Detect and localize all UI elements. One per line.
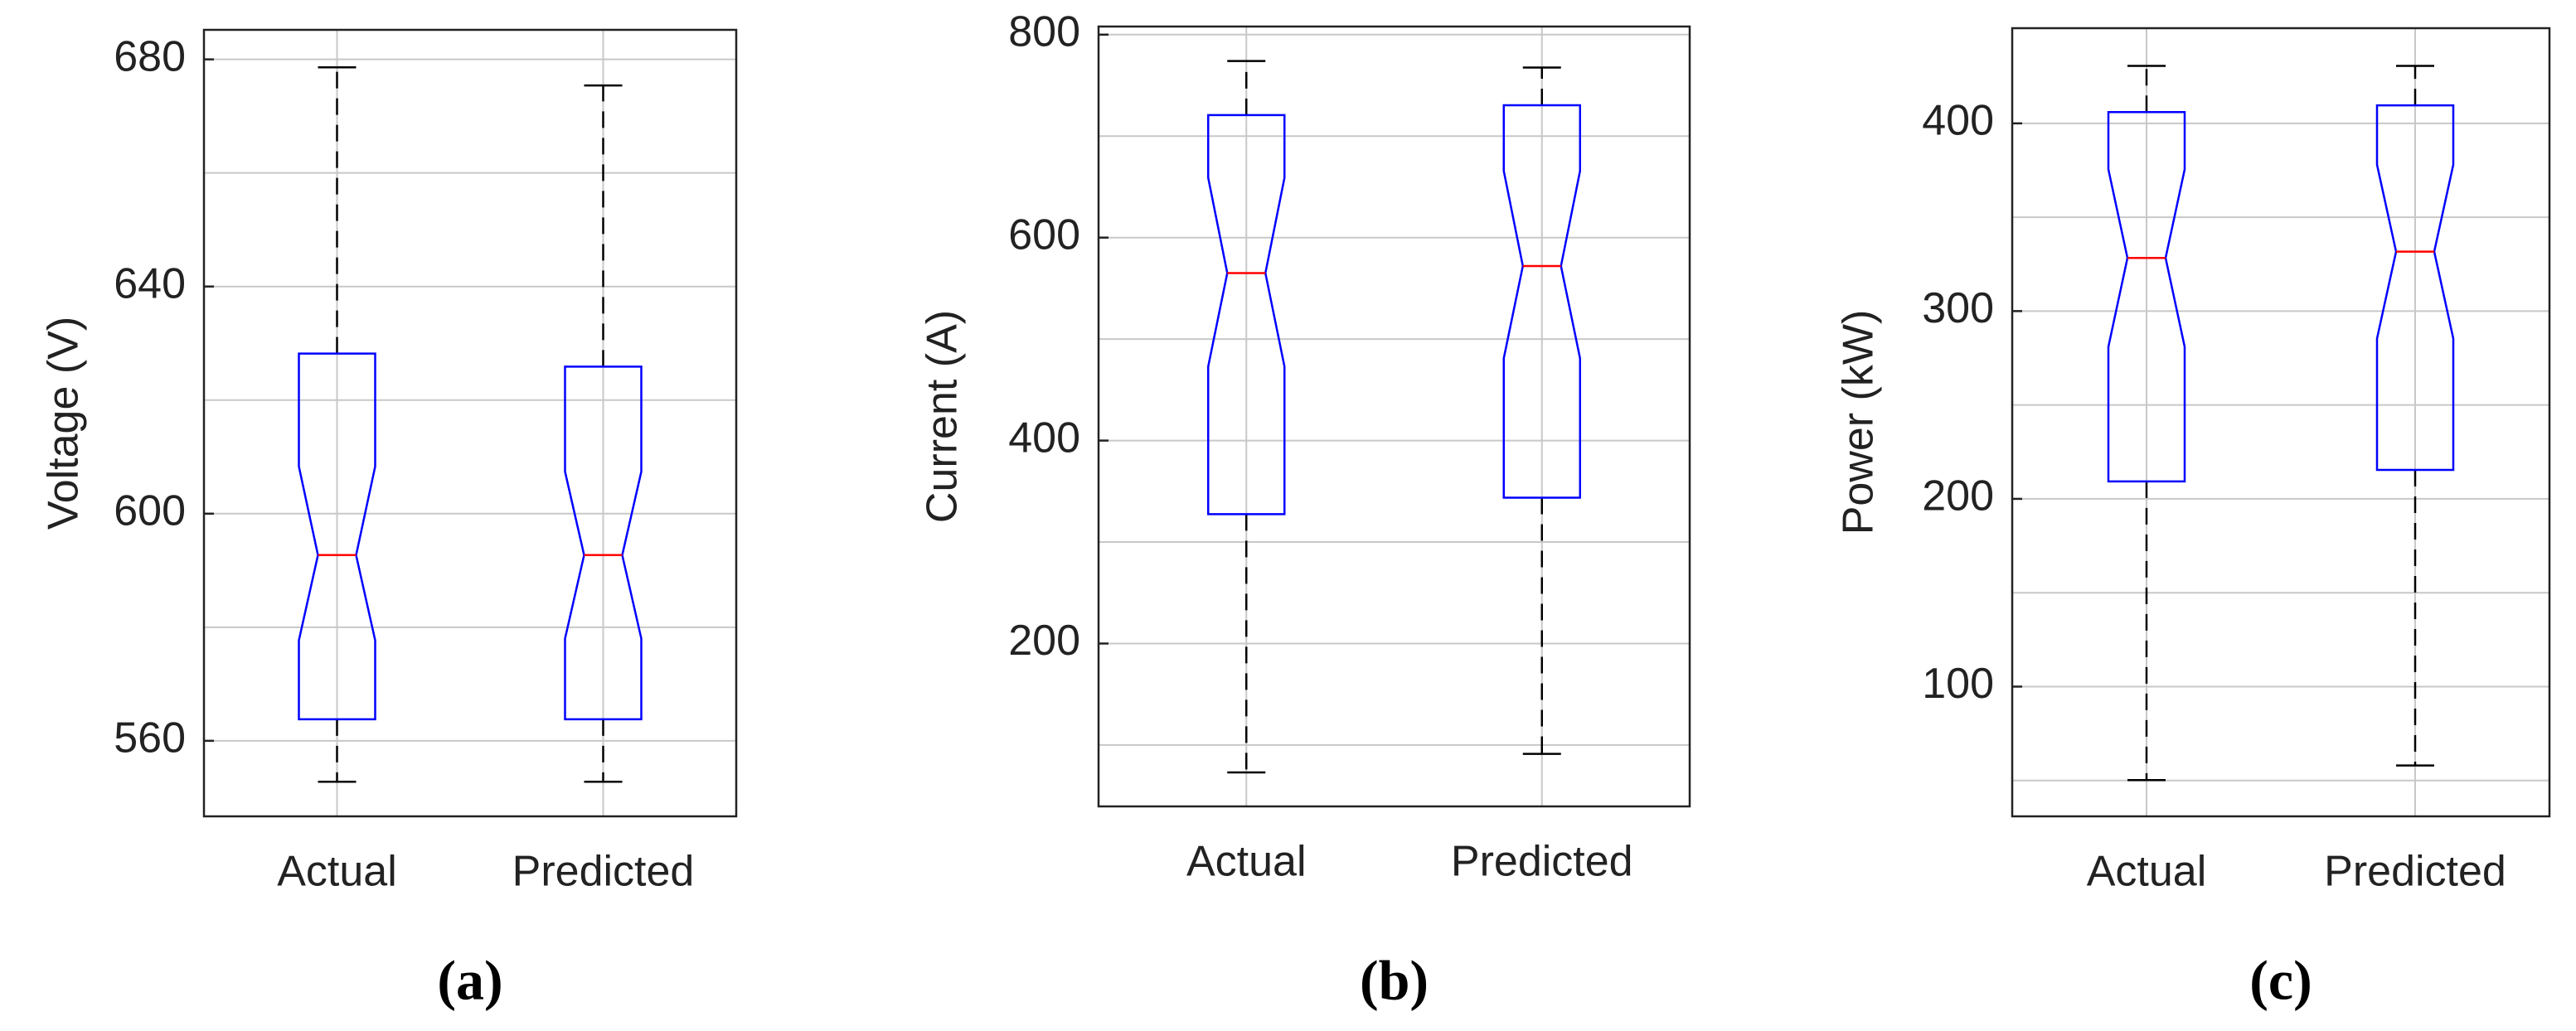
- x-tick-label: Predicted: [2324, 848, 2506, 896]
- y-axis-label: Power (kW): [1835, 310, 1883, 535]
- y-tick-label: 100: [1922, 660, 1994, 708]
- x-tick-label: Predicted: [1451, 838, 1633, 886]
- x-tick-label: Actual: [2087, 848, 2207, 896]
- y-tick-label: 560: [114, 714, 186, 762]
- y-tick-label: 600: [114, 487, 186, 535]
- y-tick-label: 200: [1922, 472, 1994, 520]
- y-axis-label: Current (A): [919, 310, 967, 523]
- notched-box: [1207, 114, 1286, 516]
- y-tick-label: 400: [1008, 414, 1080, 462]
- caption: (c): [2249, 949, 2312, 1012]
- y-tick-label: 800: [1008, 8, 1080, 56]
- caption: (a): [437, 949, 502, 1012]
- y-tick-label: 200: [1008, 617, 1080, 665]
- notched-box: [1502, 104, 1581, 499]
- x-tick-label: Predicted: [512, 848, 695, 896]
- notched-box: [564, 365, 643, 721]
- y-tick-label: 400: [1922, 97, 1994, 145]
- x-tick-label: Actual: [277, 848, 397, 896]
- y-tick-label: 680: [114, 32, 186, 80]
- y-axis-label: Voltage (V): [40, 317, 88, 530]
- axes-frame: [202, 28, 738, 818]
- y-tick-label: 600: [1008, 211, 1080, 259]
- notched-box: [298, 352, 376, 721]
- x-tick-label: Actual: [1186, 838, 1307, 886]
- notched-box: [2107, 111, 2186, 483]
- axes-frame: [1097, 25, 1691, 808]
- axes-frame: [2011, 27, 2551, 818]
- notched-box: [2375, 104, 2455, 472]
- y-tick-label: 300: [1922, 284, 1994, 332]
- y-tick-label: 640: [114, 259, 186, 307]
- caption: (b): [1360, 949, 1429, 1012]
